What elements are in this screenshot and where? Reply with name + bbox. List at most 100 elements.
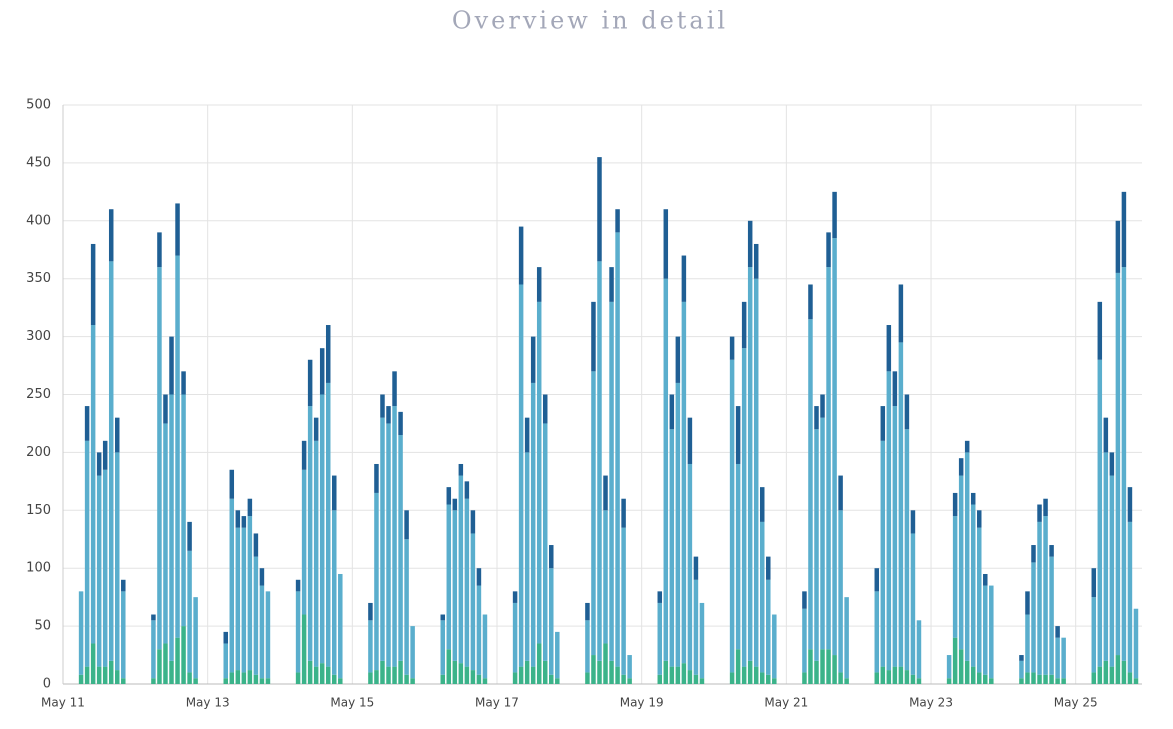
bar-segment [332,674,337,684]
bar-segment [759,672,765,684]
bar-segment [1091,568,1097,598]
bar-segment [681,301,687,664]
bar-segment [102,440,108,470]
bar-segment [952,516,958,638]
bar-segment [169,660,174,684]
bar-segment [681,663,687,684]
bar-segment [1025,614,1030,673]
bar-segment [78,674,84,684]
bar-segment [1097,359,1103,667]
bar-segment [398,435,403,661]
bar-segment [687,417,693,464]
bar-segment [627,655,632,679]
bar-segment [181,626,186,684]
x-tick-label: May 19 [620,696,664,710]
bar-segment [464,666,470,684]
bar-segment [1049,674,1054,684]
bar-segment [325,666,331,684]
bar-segment [265,591,271,679]
bar-segment [1049,556,1054,675]
bar-segment [669,666,675,684]
bar-segment [380,417,385,661]
bar-segment [374,492,379,671]
bar-segment [241,672,247,684]
y-tick-label: 50 [34,619,51,634]
bar-segment [332,510,337,675]
bar-segment [1121,267,1127,661]
bar-segment [368,602,373,621]
bar-segment [151,620,156,679]
bar-segment [115,452,120,671]
bar-segment [1025,672,1030,684]
bar-segment [657,674,663,684]
bar-segment [1043,498,1048,517]
bar-segment [380,394,385,418]
bar-segment [904,670,910,684]
bar-segment [452,510,458,661]
bar-segment [1121,660,1127,684]
bar-segment [386,423,391,667]
bar-segment [1043,516,1048,675]
bar-segment [1025,591,1030,615]
bar-segment [157,267,162,650]
bar-segment [741,666,747,684]
bar-segment [597,660,602,684]
bar-segment [530,382,536,667]
bar-segment [555,678,560,684]
bar-segment [832,238,837,656]
bar-segment [169,336,174,395]
bar-segment [157,649,162,684]
bar-segment [223,643,229,679]
bar-segment [1055,637,1060,679]
bar-segment [669,394,675,430]
bar-segment [663,209,669,279]
bar-segment [163,643,168,684]
bar-segment [627,678,632,684]
bar-segment [102,666,108,684]
bar-segment [591,301,596,372]
bar-segment [958,649,964,684]
bar-segment [452,498,458,511]
bar-segment [235,527,241,671]
bar-segment [325,325,331,383]
bar-segment [838,510,843,673]
bar-segment [482,614,488,679]
x-tick-label: May 13 [186,696,230,710]
bar-segment [440,614,446,621]
bar-segment [319,663,325,684]
bar-segment [826,267,831,650]
bar-segment [735,649,741,684]
bar-segment [536,643,542,684]
bar-segment [187,672,192,684]
bar-segment [898,284,904,343]
x-tick-label: May 23 [909,696,953,710]
bar-segment [398,411,403,436]
bar-segment [603,475,608,511]
bar-segment [259,678,265,684]
x-tick-label: May 17 [475,696,519,710]
bar-segment [970,504,976,667]
bar-segment [452,660,458,684]
bar-segment [946,655,952,679]
bar-segment [952,492,958,517]
bar-segment [295,591,301,673]
bar-segment [880,440,886,667]
bar-segment [84,440,90,667]
bar-segment [747,660,753,684]
y-tick-label: 450 [26,155,51,170]
bar-segment [295,672,301,684]
x-tick-label: May 25 [1054,696,1098,710]
bar-segment [446,504,452,650]
bar-segment [368,672,373,684]
bar-segment [1091,597,1097,673]
bar-segment [970,666,976,684]
bar-segment [392,371,397,407]
bar-segment [1115,655,1121,684]
bar-segment [910,674,916,684]
x-tick-label: May 11 [41,696,85,710]
bar-segment [585,672,590,684]
bar-segment [814,406,819,430]
bar-segment [609,267,614,302]
bar-segment [229,672,235,684]
bar-segment [90,243,96,326]
